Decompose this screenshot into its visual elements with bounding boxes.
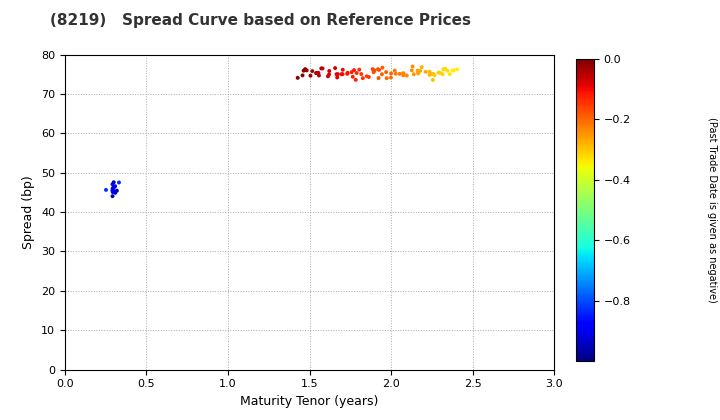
Point [373,75,384,81]
Point [323,73,334,80]
Point [420,68,431,75]
Point [390,71,402,77]
Point [109,183,121,189]
Point [385,70,397,77]
Point [380,69,392,76]
Point [427,76,438,83]
Point [317,65,328,72]
Y-axis label: Time in years between 5/2/2025 and Trade Date
(Past Trade Date is given as negat: Time in years between 5/2/2025 and Trade… [707,92,720,328]
Point [107,193,118,199]
Point [310,70,322,76]
Point [332,71,343,78]
Point [426,71,437,77]
Point [372,66,384,73]
Point [100,186,112,193]
Point [111,187,122,194]
Point [313,72,325,79]
Point [429,72,441,79]
Point [337,66,348,73]
Point [108,188,120,194]
Point [305,72,316,79]
Point [109,189,121,196]
Point [113,179,125,186]
Point [408,71,420,78]
Point [444,71,456,78]
Point [407,63,418,70]
Point [428,71,439,77]
Point [406,67,418,74]
Point [369,67,380,74]
Point [398,70,410,77]
Point [413,70,424,77]
Point [108,179,120,186]
Point [447,67,459,74]
Point [367,66,379,73]
Point [351,70,362,76]
Point [363,74,374,80]
Point [354,66,365,73]
Point [440,66,451,72]
Point [312,69,324,76]
Point [413,70,424,76]
Point [401,72,413,79]
Point [347,74,359,80]
Point [433,69,444,76]
Point [397,72,409,79]
Point [348,67,360,74]
Point [109,184,120,190]
Point [307,68,318,74]
Point [298,67,310,74]
Point [448,67,459,74]
Point [442,68,454,74]
Point [350,76,361,83]
Point [361,73,372,79]
Point [107,185,119,192]
Point [435,70,446,76]
Point [416,64,428,71]
Point [368,69,379,76]
Point [377,64,388,71]
Text: (8219)   Spread Curve based on Reference Prices: (8219) Spread Curve based on Reference P… [50,13,472,28]
Point [381,75,392,81]
Point [109,189,121,196]
Point [437,71,449,78]
Point [451,66,463,73]
Point [331,74,343,81]
Point [424,71,436,78]
Point [341,71,353,77]
Point [394,71,405,77]
Point [107,187,118,194]
Point [374,66,385,73]
Point [414,68,426,74]
Point [300,66,311,73]
Point [389,67,400,74]
X-axis label: Maturity Tenor (years): Maturity Tenor (years) [240,395,379,408]
Point [292,74,303,81]
Point [297,72,308,79]
Point [336,71,347,78]
Point [337,71,348,78]
Point [323,68,335,74]
Point [301,67,312,74]
Point [311,70,323,76]
Point [330,71,342,78]
Point [346,69,357,76]
Point [329,65,341,71]
Point [385,74,397,81]
Point [107,186,118,192]
Point [107,189,119,195]
Point [300,67,312,74]
Point [357,75,369,81]
Point [323,71,335,78]
Point [356,71,367,77]
Point [107,181,118,188]
Point [342,69,354,76]
Point [315,65,327,72]
Y-axis label: Spread (bp): Spread (bp) [22,175,35,249]
Point [412,67,423,74]
Point [377,71,388,78]
Point [397,70,409,77]
Point [424,68,436,75]
Point [438,66,449,73]
